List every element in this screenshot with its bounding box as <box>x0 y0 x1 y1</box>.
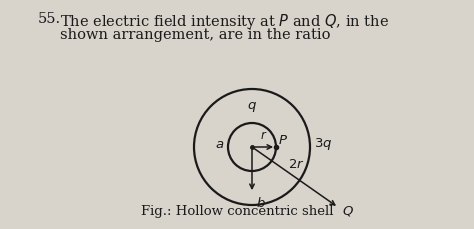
Text: $P$: $P$ <box>278 134 288 147</box>
Text: $3q$: $3q$ <box>314 135 332 151</box>
Text: $q$: $q$ <box>247 100 257 114</box>
Text: $Q$: $Q$ <box>341 203 354 217</box>
Text: $2r$: $2r$ <box>288 157 305 170</box>
Text: $b$: $b$ <box>256 195 266 209</box>
Text: 55.: 55. <box>38 12 61 26</box>
Text: shown arrangement, are in the ratio: shown arrangement, are in the ratio <box>60 28 330 42</box>
Text: The electric field intensity at $P$ and $Q$, in the: The electric field intensity at $P$ and … <box>60 12 389 31</box>
Text: $r$: $r$ <box>260 128 268 141</box>
Text: Fig.: Hollow concentric shell: Fig.: Hollow concentric shell <box>141 204 333 217</box>
Text: $a$: $a$ <box>215 138 224 151</box>
